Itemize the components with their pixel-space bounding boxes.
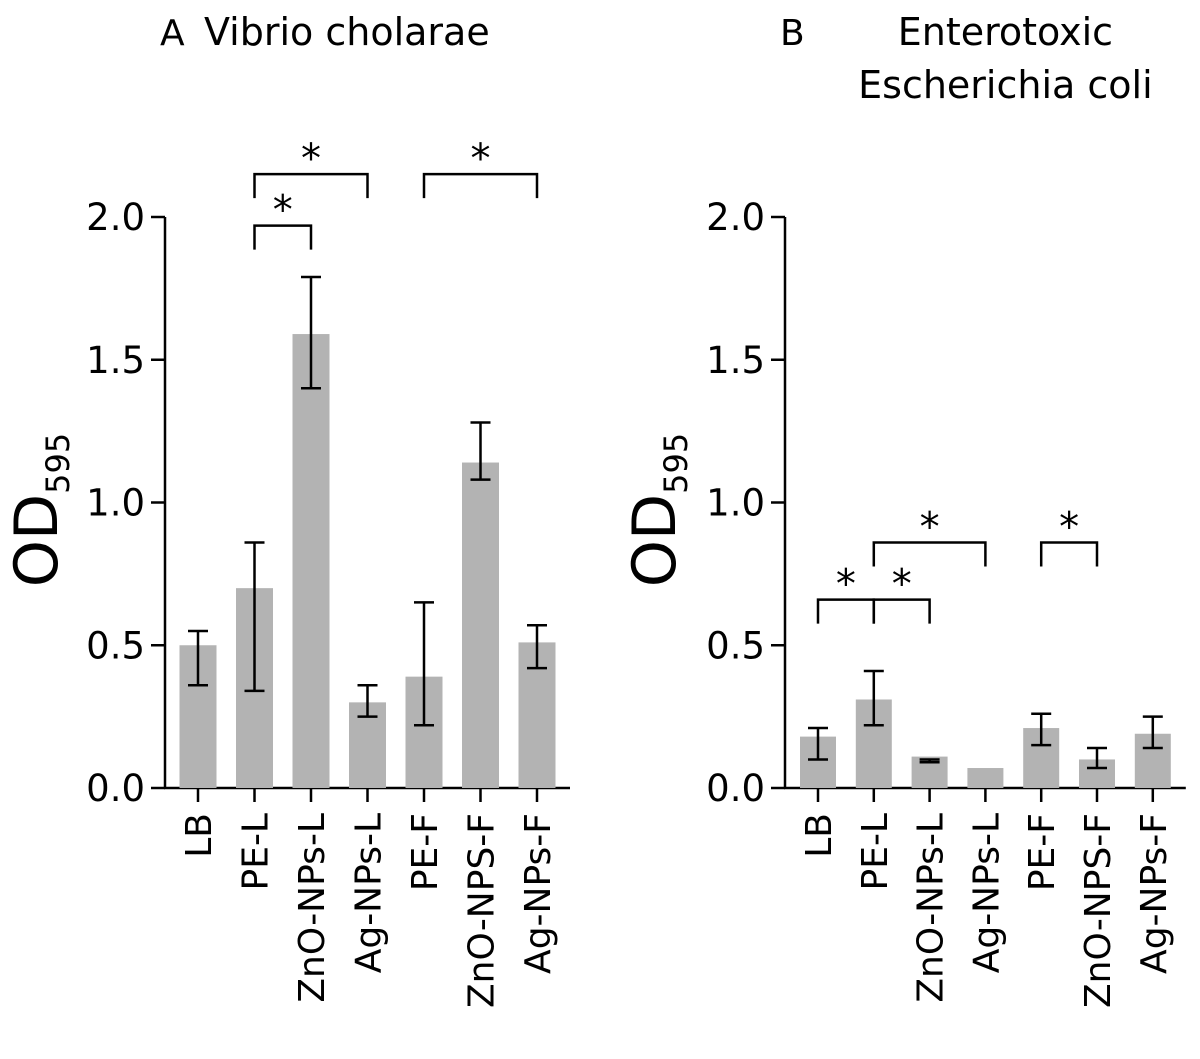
x-tick-label: ZnO-NPs-L <box>292 813 333 1003</box>
x-tick-label: ZnO-NPS-F <box>1078 813 1119 1008</box>
y-tick-label: 2.0 <box>706 196 765 239</box>
panel-label: A <box>160 13 185 54</box>
significance-marker: * <box>471 136 491 182</box>
y-tick-label: 1.5 <box>86 339 145 382</box>
bar <box>292 334 330 788</box>
panel-a: A Vibrio cholarae 0.0 0.5 1.0 1.5 2.0 OD595 LB PE… <box>2 10 570 1008</box>
significance-bracket <box>1039 541 1099 567</box>
significance-marker: * <box>920 504 940 550</box>
y-tick-label: 0.5 <box>706 624 765 667</box>
y-tick-label: 1.0 <box>706 482 765 525</box>
significance-bracket <box>422 172 539 199</box>
y-tick-label: 1.5 <box>706 339 765 382</box>
chart-title: Vibrio cholarae <box>204 10 490 54</box>
significance-marker: * <box>1059 504 1079 550</box>
x-tick-label: PE-L <box>855 813 896 891</box>
x-tick-label: PE-F <box>405 813 446 891</box>
x-tick-label: PE-L <box>236 813 277 891</box>
bar <box>462 462 499 788</box>
significance-marker: * <box>892 562 912 608</box>
y-tick-label: 2.0 <box>86 196 145 239</box>
y-tick-label: 0.0 <box>706 767 765 810</box>
y-tick-label: 1.0 <box>86 482 145 525</box>
significance-bracket <box>872 598 931 624</box>
chart-title-line: Enterotoxic <box>898 10 1113 54</box>
x-tick-label: PE-F <box>1022 813 1063 891</box>
chart-title-line: Escherichia coli <box>858 63 1153 107</box>
significance-bracket <box>253 172 369 199</box>
y-tick-label: 0.5 <box>86 624 145 667</box>
x-tick-label: LB <box>799 813 840 858</box>
significance-marker: * <box>836 562 856 608</box>
y-axis-label: OD595 <box>2 433 77 588</box>
x-tick-label: ZnO-NPS-F <box>462 813 503 1008</box>
x-tick-label: ZnO-NPs-L <box>911 813 952 1003</box>
significance-marker: * <box>301 136 321 182</box>
y-axis-label: OD595 <box>620 433 695 588</box>
panel-label: B <box>780 13 805 54</box>
significance-bracket <box>872 541 987 567</box>
x-tick-label: Ag-NPs-L <box>349 813 390 973</box>
bar <box>967 768 1004 788</box>
x-tick-label: Ag-NPs-F <box>1134 813 1175 974</box>
y-tick-label: 0.0 <box>86 767 145 810</box>
panel-b: B Enterotoxic Escherichia coli 0.0 0.5 1.0 1.5… <box>620 10 1186 1008</box>
x-tick-label: LB <box>179 813 220 858</box>
x-tick-label: Ag-NPs-F <box>518 813 559 974</box>
significance-bracket <box>253 224 313 250</box>
x-tick-label: Ag-NPs-L <box>966 813 1007 973</box>
significance-marker: * <box>273 188 293 234</box>
